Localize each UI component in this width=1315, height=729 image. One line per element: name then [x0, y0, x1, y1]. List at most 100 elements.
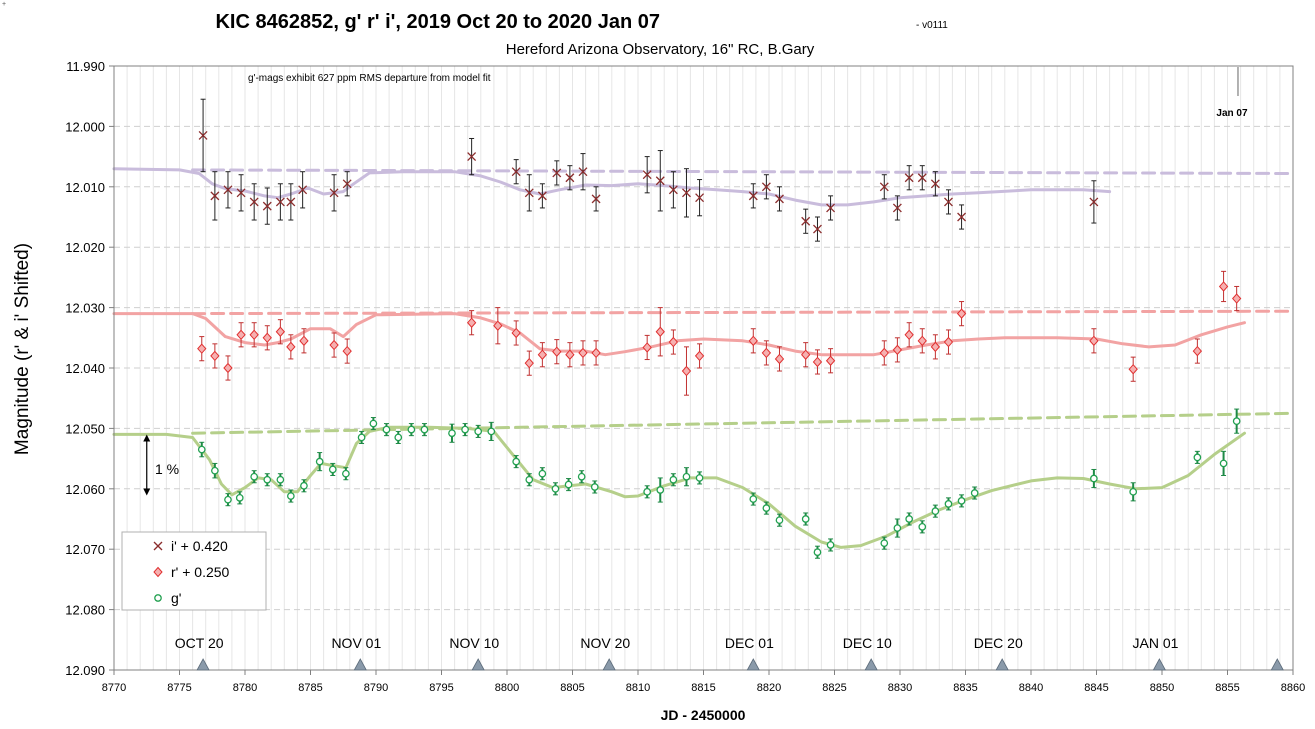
data-marker: [276, 475, 285, 484]
marker-stroke: [210, 191, 220, 201]
y-axis-label: Magnitude (r' & i' Shifted): [12, 243, 33, 455]
data-marker: [236, 188, 246, 198]
marker-stroke: [286, 197, 296, 207]
data-marker: [198, 131, 208, 140]
data-marker: [681, 365, 692, 377]
data-marker: [564, 480, 573, 489]
data-point: [930, 334, 941, 360]
data-point: [879, 174, 889, 200]
data-marker: [512, 457, 521, 466]
data-marker: [893, 524, 902, 532]
data-point: [904, 165, 914, 191]
legend-label: g': [171, 590, 181, 606]
data-point: [467, 137, 477, 176]
x-tick-label: 8835: [953, 682, 977, 694]
data-point: [917, 165, 927, 191]
data-marker: [695, 193, 705, 203]
data-marker: [917, 335, 927, 347]
data-marker: [748, 191, 758, 201]
marker-stroke: [826, 203, 836, 213]
data-marker: [892, 203, 902, 213]
data-point: [512, 455, 521, 469]
data-marker: [511, 167, 521, 177]
date-annotation: Jan 07: [1216, 108, 1248, 119]
y-tick-label: 12.070: [65, 542, 105, 557]
data-point: [775, 513, 784, 527]
month-label: NOV 10: [449, 635, 499, 651]
data-marker: [382, 425, 391, 434]
data-marker: [493, 320, 503, 331]
data-marker: [210, 191, 220, 201]
data-marker: [357, 433, 366, 442]
data-marker: [286, 197, 296, 207]
month-marker: [1270, 658, 1284, 671]
y-tick-label: 12.000: [65, 119, 105, 134]
marker-stroke: [879, 182, 889, 192]
data-marker: [668, 185, 678, 195]
data-point: [487, 421, 496, 441]
data-marker: [524, 357, 534, 369]
data-point: [591, 186, 601, 212]
data-marker: [801, 515, 810, 523]
data-marker: [682, 472, 691, 481]
data-marker: [420, 425, 429, 434]
data-marker: [286, 341, 296, 353]
data-point: [262, 325, 272, 351]
data-marker: [694, 350, 705, 362]
data-marker: [813, 224, 822, 234]
data-marker: [957, 497, 966, 505]
data-marker: [591, 347, 601, 359]
data-point: [329, 174, 339, 212]
month-label: NOV 20: [580, 635, 630, 651]
marker-stroke: [578, 167, 588, 177]
data-point: [762, 501, 771, 515]
month-marker: [746, 658, 760, 671]
data-point: [748, 183, 758, 209]
data-point: [826, 195, 836, 221]
marker-stroke: [467, 152, 477, 162]
data-point: [223, 171, 233, 209]
x-tick-label: 8775: [167, 682, 191, 694]
data-marker: [825, 355, 836, 367]
data-point: [905, 512, 914, 526]
data-point: [342, 171, 352, 197]
data-marker: [761, 347, 772, 359]
data-marker: [342, 179, 352, 189]
month-label: OCT 20: [175, 635, 224, 651]
data-point: [224, 493, 232, 507]
data-point: [1089, 328, 1099, 354]
data-point: [342, 338, 352, 364]
data-point: [578, 153, 588, 191]
x-tick-label: 8815: [691, 682, 715, 694]
data-point: [369, 417, 378, 431]
marker-stroke: [565, 173, 575, 183]
y-tick-label: 12.090: [65, 663, 105, 678]
data-marker: [1219, 459, 1228, 468]
data-marker: [761, 182, 771, 192]
data-point: [957, 204, 967, 230]
data-point: [930, 171, 940, 197]
data-point: [1090, 468, 1098, 489]
data-marker: [538, 469, 547, 478]
marker-stroke: [1089, 197, 1099, 207]
marker-stroke: [682, 188, 691, 198]
x-tick-label: 8820: [757, 682, 781, 694]
data-point: [298, 171, 308, 209]
marker-stroke: [917, 173, 927, 183]
data-marker: [211, 466, 219, 475]
marker-stroke: [775, 194, 784, 204]
marker-stroke: [892, 203, 902, 213]
data-marker: [682, 188, 691, 198]
x-tick-label: 8770: [102, 682, 126, 694]
data-point: [236, 174, 246, 212]
data-point: [578, 340, 588, 366]
data-marker: [904, 173, 914, 183]
data-point: [695, 471, 704, 485]
data-point: [761, 340, 772, 366]
data-point: [931, 504, 940, 518]
month-marker: [602, 658, 616, 671]
data-marker: [565, 173, 575, 183]
marker-stroke: [298, 185, 308, 195]
data-marker: [957, 212, 967, 222]
